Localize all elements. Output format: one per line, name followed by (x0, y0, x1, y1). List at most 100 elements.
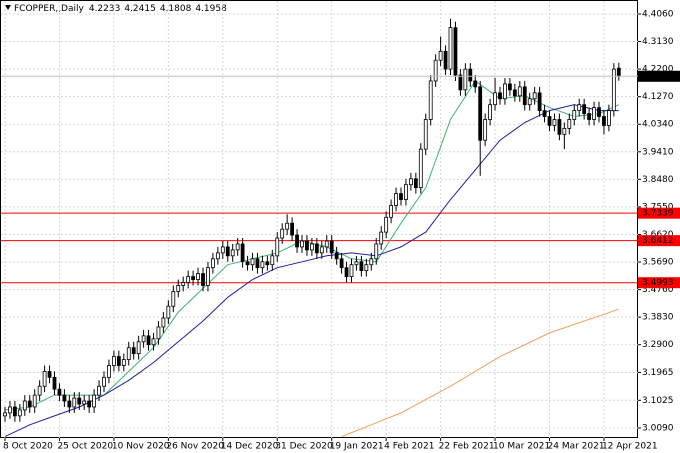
candle-body (349, 264, 354, 277)
candle-body (597, 107, 601, 117)
candle-body (161, 317, 166, 328)
level-label: 3.6412 (642, 236, 674, 246)
candle-body (210, 258, 215, 269)
candle-body (186, 276, 191, 283)
candle-body (379, 231, 384, 245)
candle-body (166, 305, 171, 319)
candle-body (225, 246, 230, 257)
candle-body (102, 376, 106, 387)
candle-body (141, 335, 146, 343)
x-tick-label: 12 Apr 2021 (602, 442, 658, 452)
price-box (638, 70, 680, 82)
candle-body (181, 282, 186, 286)
level-label: 3.4993 (642, 278, 674, 288)
candle-body (260, 261, 265, 269)
candle-body (280, 228, 285, 239)
y-tick-label: 4.0340 (642, 120, 674, 130)
candle-body (47, 371, 52, 378)
candle-body (527, 98, 532, 106)
candle-body (542, 110, 547, 117)
x-tick-label: 14 Dec 2020 (221, 442, 279, 452)
candle-body (567, 119, 572, 129)
candle-body (191, 276, 196, 280)
level-box (638, 277, 680, 289)
y-tick-label: 3.1965 (642, 368, 674, 378)
candle-body (77, 397, 82, 405)
candle-body (428, 80, 433, 120)
candle-body (453, 27, 458, 76)
candle-body (92, 394, 96, 408)
x-tick-label: 25 Oct 2020 (57, 442, 113, 452)
candle-body (394, 193, 398, 206)
moving-average (4, 80, 620, 411)
candle-body (319, 246, 324, 254)
low: 4.1808 (160, 4, 192, 14)
x-tick-label: 24 Mar 2021 (548, 442, 605, 452)
y-tick-label: 4.1270 (642, 92, 674, 102)
candle-body (220, 246, 225, 254)
candle-body (37, 385, 42, 396)
candle-body (82, 400, 87, 405)
candle-body (498, 92, 502, 100)
candle-body (107, 365, 111, 378)
candle-body (72, 397, 77, 408)
candle-body (572, 110, 577, 120)
candle-body (438, 50, 443, 61)
candle-body (27, 400, 32, 408)
open: 4.2233 (89, 4, 121, 14)
candle-body (413, 178, 418, 189)
level-box (638, 207, 680, 219)
candle-body (616, 67, 621, 77)
candle-body (359, 261, 364, 272)
candle-body (493, 92, 497, 106)
candle-body (364, 264, 369, 272)
moving-average (4, 104, 619, 438)
close: 4.1958 (195, 4, 227, 14)
y-tick-label: 3.8480 (642, 175, 674, 185)
y-tick-label: 3.0090 (642, 424, 674, 434)
menu-triangle[interactable] (5, 5, 11, 10)
candle-body (339, 258, 344, 269)
candle-body (448, 27, 453, 70)
y-tick-label: 3.1025 (642, 396, 674, 406)
level-label: 3.7339 (642, 209, 674, 219)
candle-body (607, 110, 611, 126)
candle-body (62, 394, 67, 402)
candle-body (67, 400, 72, 408)
candle-body (404, 184, 408, 200)
y-tick-label: 4.2200 (642, 65, 674, 75)
candle-body (547, 116, 552, 126)
y-tick-label: 3.9410 (642, 147, 674, 157)
candle-body (374, 243, 379, 260)
candle-body (121, 359, 126, 366)
y-tick-label: 3.2900 (642, 340, 674, 350)
candle-body (577, 104, 582, 112)
candle-body (582, 104, 587, 114)
candle-body (369, 258, 374, 266)
candle-body (151, 338, 156, 346)
candle-body (443, 50, 448, 70)
y-tick-label: 3.4760 (642, 285, 674, 295)
candle-body (52, 376, 57, 390)
candle-body (136, 341, 141, 355)
candle-body (116, 356, 121, 366)
candle-body (483, 119, 488, 141)
candle-body (270, 255, 275, 266)
candle-body (532, 92, 537, 100)
candle-body (552, 119, 557, 126)
candle-body (230, 249, 235, 257)
candle-body (12, 406, 17, 417)
x-tick-label: 26 Nov 2020 (166, 442, 224, 452)
y-tick-label: 4.4060 (642, 9, 674, 19)
candle-body (512, 89, 517, 97)
candle-body (463, 68, 468, 91)
candle-body (418, 148, 423, 189)
candle-body (146, 335, 151, 346)
candle-body (324, 240, 329, 248)
candle-body (196, 273, 200, 280)
y-tick-label: 3.7550 (642, 202, 674, 212)
level-box (638, 235, 680, 247)
candle-body (305, 240, 309, 251)
y-tick-label: 3.6620 (642, 230, 674, 240)
candle-body (112, 356, 116, 366)
